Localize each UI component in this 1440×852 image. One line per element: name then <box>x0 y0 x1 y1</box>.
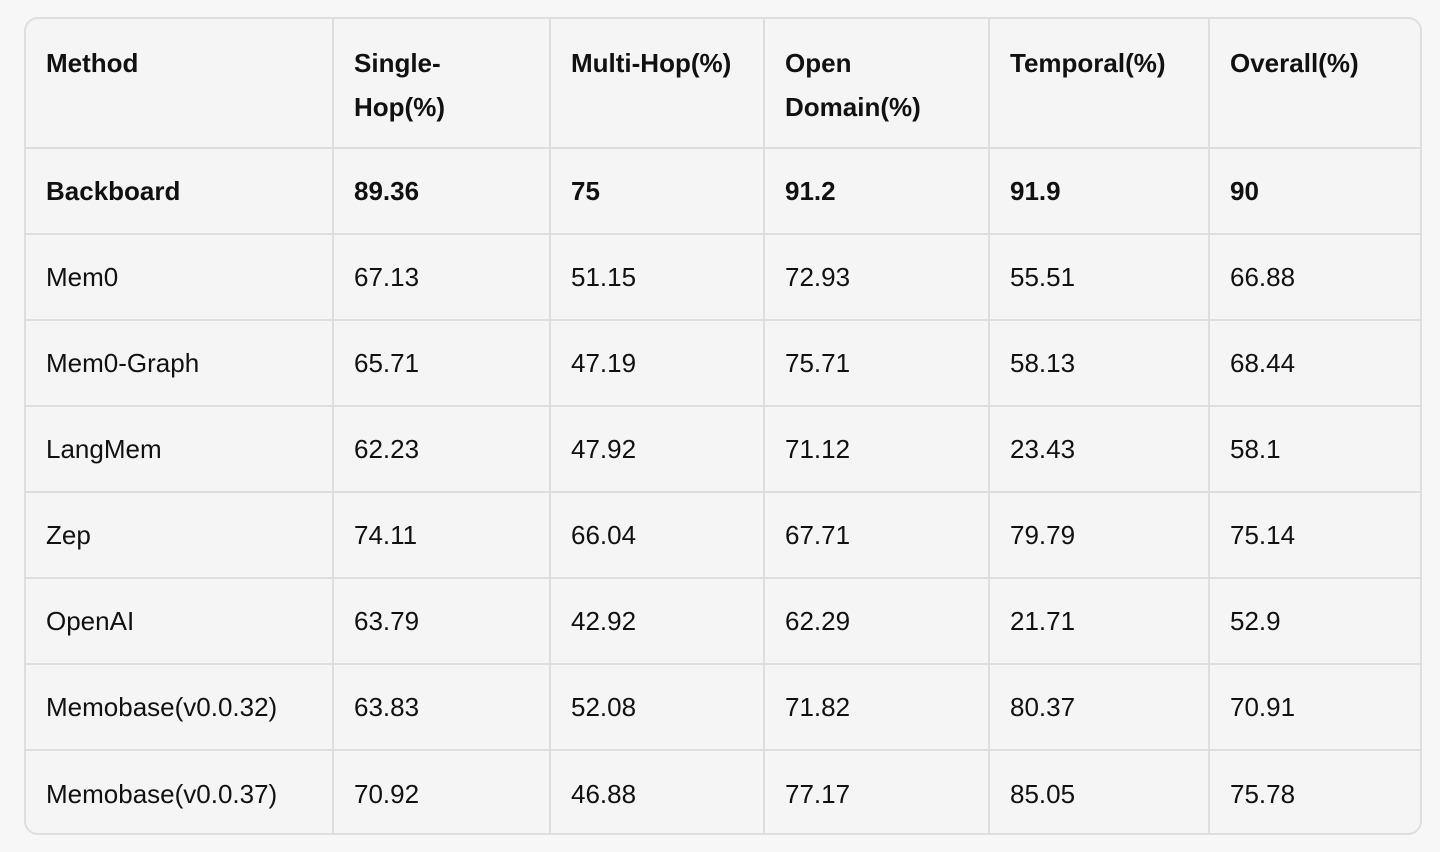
score-cell: 47.19 <box>551 321 765 407</box>
score-cell: 68.44 <box>1210 321 1420 407</box>
header-cell: Multi-Hop(%) <box>551 19 765 149</box>
score-cell: 71.12 <box>765 407 990 493</box>
score-cell: 85.05 <box>990 751 1210 833</box>
score-cell: 89.36 <box>334 149 551 235</box>
table-row: Memobase(v0.0.32) 63.83 52.08 71.82 80.37 70.… <box>26 665 1420 751</box>
table-row: Mem0 67.13 51.15 72.93 55.51 66.88 <box>26 235 1420 321</box>
score-cell: 77.17 <box>765 751 990 833</box>
score-cell: 75.78 <box>1230 778 1296 809</box>
score-cell: 66.04 <box>551 493 765 579</box>
score-cell: 80.37 <box>990 665 1210 751</box>
header-cell: Open Domain(%) <box>765 19 990 149</box>
table-header: Method Single-Hop(%) Multi-Hop(%) Open Doma… <box>26 19 1420 149</box>
score-cell: 62.29 <box>765 579 990 665</box>
score-cell: 91.2 <box>765 149 990 235</box>
method-cell: Memobase(v0.0.37) <box>26 751 334 833</box>
score-cell: 63.83 <box>334 665 551 751</box>
score-cell: 67.71 <box>765 493 990 579</box>
table-row: Zep 74.11 66.04 67.71 79.79 75.14 <box>26 493 1420 579</box>
method-cell: OpenAI <box>26 579 334 665</box>
score-cell: 58.13 <box>990 321 1210 407</box>
score-cell: 63.79 <box>334 579 551 665</box>
header-cell: Method <box>26 19 334 149</box>
score-cell: 75 <box>551 149 765 235</box>
header-row: Method Single-Hop(%) Multi-Hop(%) Open Doma… <box>26 19 1420 149</box>
score-cell: 67.13 <box>334 235 551 321</box>
table-card: Method Single-Hop(%) Multi-Hop(%) Open Doma… <box>24 17 1422 835</box>
score-cell: 71.82 <box>765 665 990 751</box>
score-cell: 52.08 <box>551 665 765 751</box>
score-cell: 90 <box>1210 149 1420 235</box>
score-cell: 65.71 <box>334 321 551 407</box>
score-cell: 72.93 <box>765 235 990 321</box>
score-cell: 21.71 <box>990 579 1210 665</box>
score-cell: 91.9 <box>990 149 1210 235</box>
table-row: OpenAI 63.79 42.92 62.29 21.71 52.9 <box>26 579 1420 665</box>
table-row: LangMem 62.23 47.92 71.12 23.43 58.1 <box>26 407 1420 493</box>
method-cell: Mem0 <box>26 235 334 321</box>
table-row: Memobase(v0.0.37) 70.92 46.88 77.17 85.05 75.… <box>26 751 1420 833</box>
method-cell: Zep <box>26 493 334 579</box>
method-cell: Backboard <box>26 149 334 235</box>
header-cell: Temporal(%) <box>990 19 1210 149</box>
score-cell: 23.43 <box>990 407 1210 493</box>
header-cell: Overall(%) <box>1210 19 1420 149</box>
score-cell: 75.14 <box>1210 493 1420 579</box>
table-row: Backboard 89.36 75 91.2 91.9 90 <box>26 149 1420 235</box>
method-cell: Mem0-Graph <box>26 321 334 407</box>
score-cell: 42.92 <box>551 579 765 665</box>
score-cell: 55.51 <box>990 235 1210 321</box>
score-cell: 46.88 <box>551 751 765 833</box>
header-cell: Single-Hop(%) <box>334 19 551 149</box>
score-cell: 75.71 <box>765 321 990 407</box>
score-cell: 51.15 <box>551 235 765 321</box>
table-row: Mem0-Graph 65.71 47.19 75.71 58.13 68.44 <box>26 321 1420 407</box>
method-cell: Memobase(v0.0.32) <box>26 665 334 751</box>
score-cell: 58.1 <box>1210 407 1420 493</box>
score-cell: 74.11 <box>334 493 551 579</box>
table-body: Backboard 89.36 75 91.2 91.9 90 Mem0 67.13 51.15… <box>26 149 1420 833</box>
score-cell: 70.91 <box>1210 665 1420 751</box>
score-cell: 62.23 <box>334 407 551 493</box>
score-cell: 70.92 <box>334 751 551 833</box>
results-table: Method Single-Hop(%) Multi-Hop(%) Open Doma… <box>26 19 1420 833</box>
method-cell: LangMem <box>26 407 334 493</box>
score-cell: 79.79 <box>990 493 1210 579</box>
score-cell: 66.88 <box>1210 235 1420 321</box>
score-cell: 47.92 <box>551 407 765 493</box>
score-cell: 52.9 <box>1210 579 1420 665</box>
